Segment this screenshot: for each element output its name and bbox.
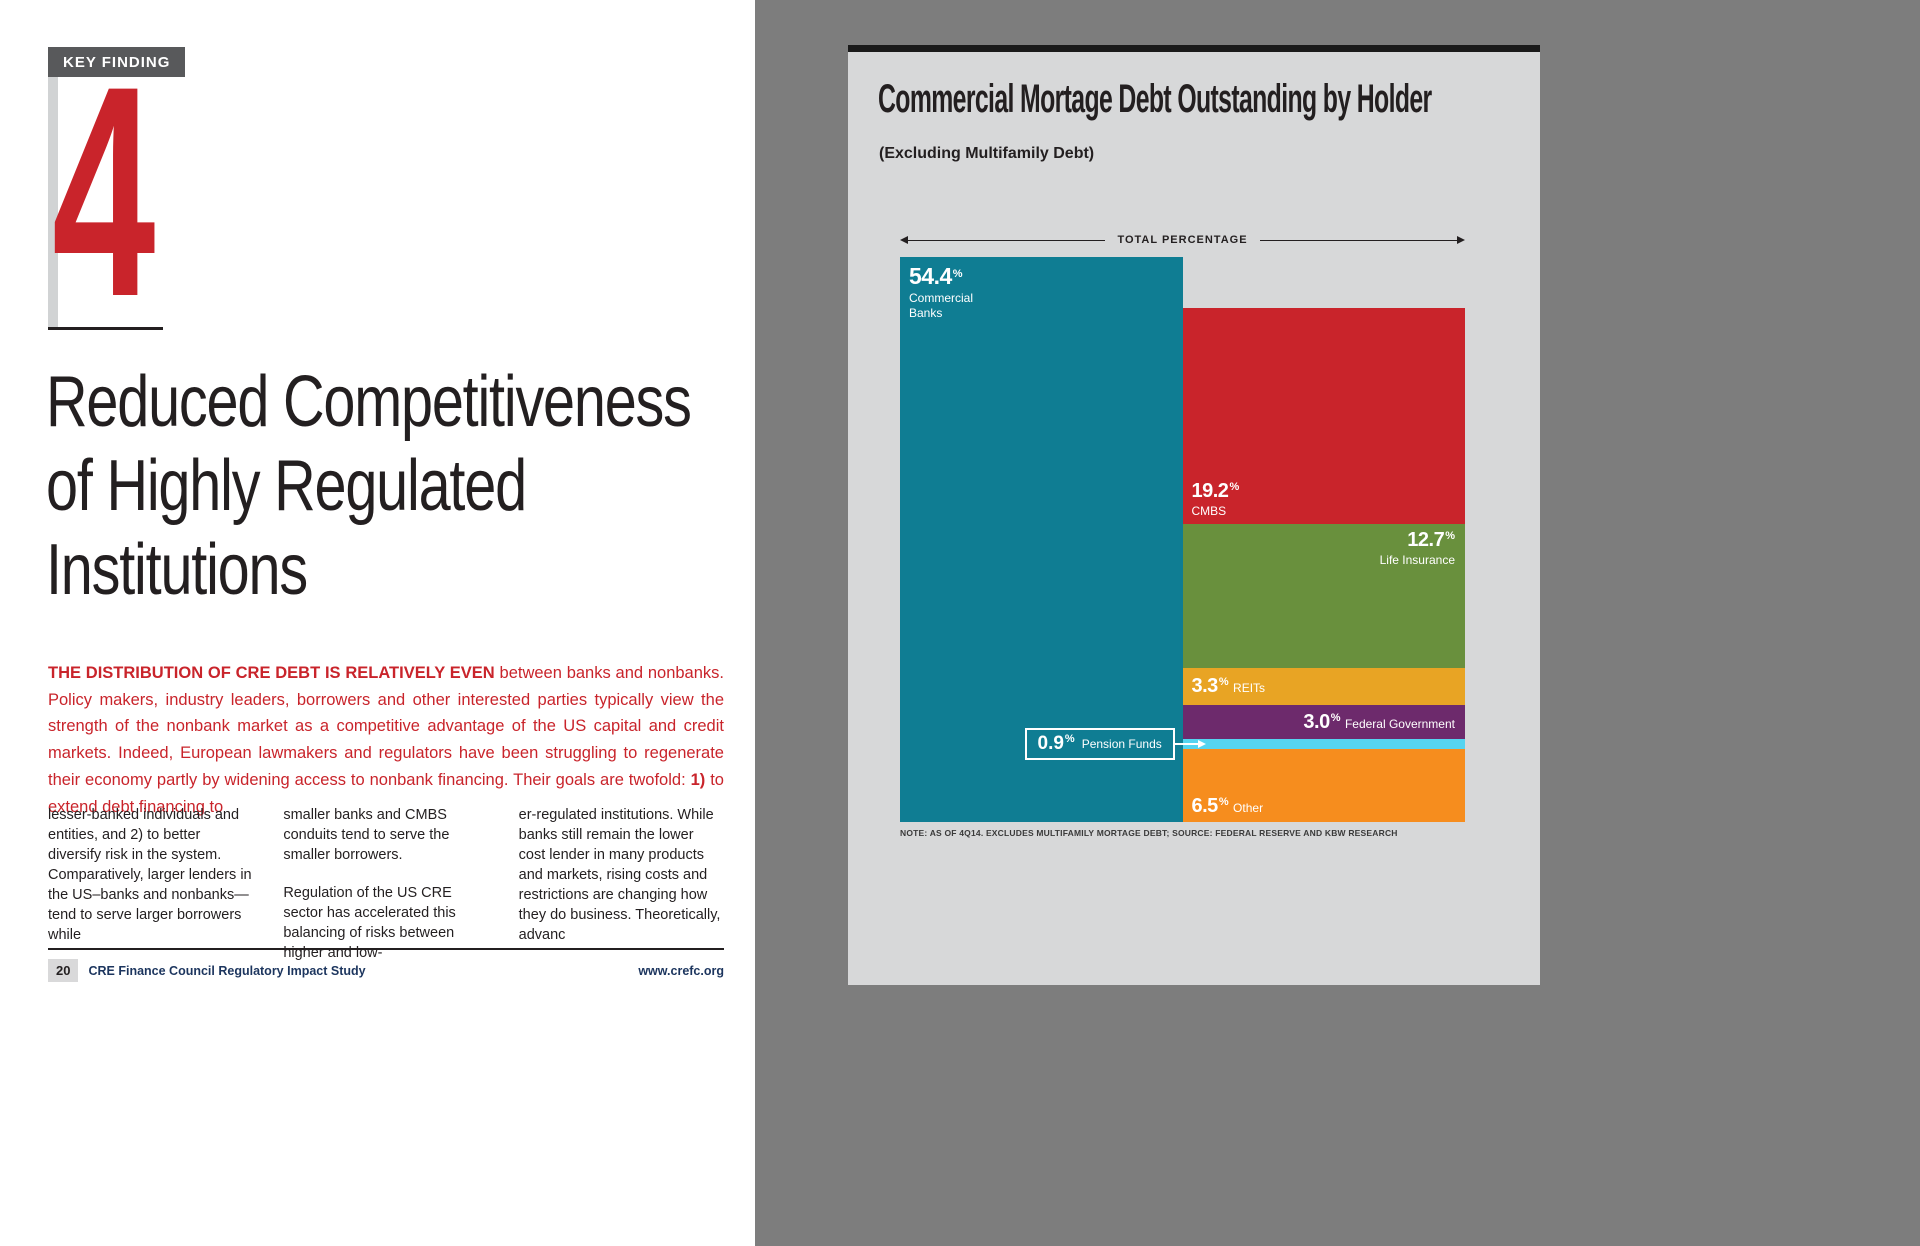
treemap-segment-cmbs: 19.2% CMBS <box>1182 307 1465 525</box>
top-border <box>848 45 1540 52</box>
segment-label: 19.2% CMBS <box>1191 479 1240 518</box>
body-paragraph: smaller banks and CMBS conduits tend to … <box>283 807 450 863</box>
intro-body-2: to extend debt financing to <box>48 770 724 816</box>
body-paragraph: Regulation of the US CRE sector has acce… <box>283 885 456 961</box>
chart-subtitle: (Excluding Multifamily Debt) <box>879 145 1095 162</box>
treemap-segment-commercial-banks: 54.4% Commercial Banks <box>900 257 1183 822</box>
key-finding-number: 4 <box>52 23 156 359</box>
axis-line-left <box>908 239 1106 241</box>
body-paragraph: er-regulated institutions. While banks s… <box>518 807 721 943</box>
treemap-right-column: 19.2% CMBS 12.7% Life Insurance 3.3% REITs 3.… <box>1182 307 1465 822</box>
treemap-segment-life-insurance: 12.7% Life Insurance <box>1182 524 1465 668</box>
page-title-line-1: Reduced Competitiveness <box>46 362 692 442</box>
footer-rule <box>48 948 724 950</box>
chart-page: Commercial Mortage Debt Outstanding by H… <box>848 45 1540 985</box>
treemap-segment-reits: 3.3% REITs <box>1182 667 1465 705</box>
page-title-line-3: Institutions <box>46 530 308 611</box>
treemap-chart: 54.4% Commercial Banks 19.2% CMBS 12.7% Life … <box>900 257 1465 822</box>
body-column-3: er-regulated institutions. While banks s… <box>519 805 724 981</box>
footer-doc-title: CRE Finance Council Regulatory Impact St… <box>88 963 366 978</box>
intro-lead: THE DISTRIBUTION OF CRE DEBT IS RELATIVE… <box>48 664 495 682</box>
body-paragraph: lesser-banked individuals and entities, … <box>48 807 252 943</box>
page-number: 20 <box>48 959 79 982</box>
segment-label: 6.5% Other <box>1191 794 1264 817</box>
page-title-line-2: of Highly Regulated <box>46 446 527 527</box>
chart-note: NOTE: AS OF 4Q14. EXCLUDES MULTIFAMILY M… <box>900 828 1398 838</box>
segment-label: 3.0% Federal Government <box>1303 710 1455 733</box>
body-columns: lesser-banked individuals and entities, … <box>48 805 724 981</box>
chart-title: Commercial Mortage Debt Outstanding by H… <box>878 77 1432 121</box>
page-title: Reduced Competitiveness of Highly Regula… <box>46 360 692 613</box>
page-footer: 20 CRE Finance Council Regulatory Impact… <box>48 959 724 982</box>
key-finding-strip <box>48 47 58 330</box>
callout-arrow-icon <box>1172 740 1206 748</box>
segment-label: 3.3% REITs <box>1191 675 1266 698</box>
arrow-right-icon <box>1457 236 1465 244</box>
total-percentage-axis: TOTAL PERCENTAGE <box>900 233 1465 247</box>
axis-line-right <box>1259 239 1457 241</box>
intro-body-1: between banks and nonbanks. Policy maker… <box>48 664 724 789</box>
treemap-segment-federal-government: 3.0% Federal Government <box>1182 704 1465 739</box>
footer-url[interactable]: www.crefc.org <box>638 963 724 978</box>
body-column-1: lesser-banked individuals and entities, … <box>48 805 253 981</box>
pension-funds-callout: 0.9% Pension Funds <box>1024 728 1175 760</box>
key-finding-label: KEY FINDING <box>63 54 171 71</box>
treemap-segment-other: 6.5% Other <box>1182 748 1465 822</box>
intro-paragraph: THE DISTRIBUTION OF CRE DEBT IS RELATIVE… <box>48 660 724 820</box>
divider-rule <box>48 327 163 330</box>
right-backdrop: Commercial Mortage Debt Outstanding by H… <box>755 0 1920 1246</box>
segment-label: 54.4% Commercial Banks <box>909 263 974 320</box>
chart-area: TOTAL PERCENTAGE 54.4% Commercial Banks 19… <box>900 233 1465 838</box>
body-column-2: smaller banks and CMBS conduits tend to … <box>283 805 488 981</box>
intro-bold-marker: 1) <box>690 770 706 789</box>
left-page: KEY FINDING 4 Reduced Competitiveness of… <box>0 0 755 1246</box>
key-finding-badge: KEY FINDING <box>48 47 186 77</box>
axis-label: TOTAL PERCENTAGE <box>1117 234 1248 246</box>
treemap-segment-pension-funds <box>1182 738 1465 749</box>
segment-label: 12.7% Life Insurance <box>1379 529 1455 568</box>
arrow-left-icon <box>900 236 908 244</box>
